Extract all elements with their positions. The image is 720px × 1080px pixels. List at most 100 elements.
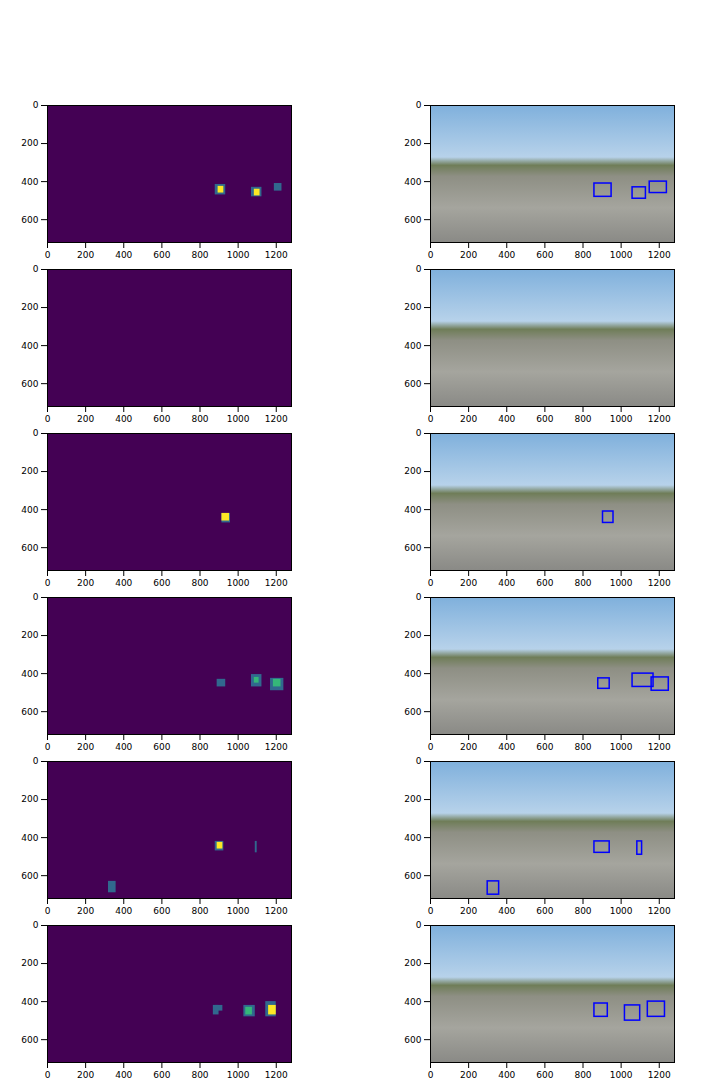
svg-text:400: 400 — [21, 340, 38, 350]
svg-text:0: 0 — [33, 920, 39, 930]
svg-text:0: 0 — [428, 1070, 434, 1080]
svg-text:400: 400 — [115, 1070, 132, 1080]
svg-text:600: 600 — [153, 1070, 170, 1080]
svg-text:0: 0 — [45, 250, 51, 260]
svg-text:400: 400 — [498, 1070, 515, 1080]
svg-text:1200: 1200 — [265, 742, 288, 752]
svg-text:0: 0 — [416, 264, 422, 274]
svg-text:400: 400 — [498, 742, 515, 752]
svg-text:0: 0 — [45, 414, 51, 424]
svg-text:400: 400 — [115, 906, 132, 916]
svg-text:200: 200 — [460, 578, 477, 588]
svg-text:200: 200 — [460, 414, 477, 424]
svg-text:1200: 1200 — [648, 742, 671, 752]
svg-text:0: 0 — [416, 428, 422, 438]
svg-text:1200: 1200 — [648, 414, 671, 424]
svg-text:800: 800 — [191, 1070, 208, 1080]
svg-text:1200: 1200 — [265, 1070, 288, 1080]
svg-text:0: 0 — [428, 906, 434, 916]
svg-text:400: 400 — [115, 414, 132, 424]
svg-text:0: 0 — [416, 756, 422, 766]
svg-text:200: 200 — [21, 794, 38, 804]
svg-text:1000: 1000 — [610, 742, 633, 752]
svg-text:0: 0 — [416, 592, 422, 602]
svg-text:600: 600 — [536, 578, 553, 588]
svg-text:600: 600 — [153, 578, 170, 588]
svg-text:600: 600 — [404, 707, 421, 717]
svg-text:0: 0 — [428, 250, 434, 260]
svg-text:1000: 1000 — [227, 742, 250, 752]
svg-text:0: 0 — [33, 264, 39, 274]
svg-text:800: 800 — [574, 578, 591, 588]
svg-text:200: 200 — [460, 742, 477, 752]
svg-text:200: 200 — [77, 578, 94, 588]
svg-text:600: 600 — [21, 379, 38, 389]
svg-text:1000: 1000 — [610, 578, 633, 588]
svg-text:400: 400 — [404, 176, 421, 186]
svg-text:800: 800 — [191, 742, 208, 752]
svg-text:400: 400 — [498, 906, 515, 916]
svg-text:200: 200 — [77, 906, 94, 916]
svg-text:200: 200 — [404, 302, 421, 312]
svg-text:600: 600 — [21, 543, 38, 553]
svg-text:600: 600 — [536, 906, 553, 916]
svg-text:1200: 1200 — [648, 906, 671, 916]
svg-text:800: 800 — [574, 414, 591, 424]
svg-text:1200: 1200 — [265, 906, 288, 916]
svg-text:200: 200 — [404, 630, 421, 640]
svg-text:800: 800 — [574, 1070, 591, 1080]
svg-text:200: 200 — [460, 250, 477, 260]
svg-text:1200: 1200 — [265, 250, 288, 260]
svg-text:200: 200 — [404, 138, 421, 148]
svg-text:0: 0 — [33, 592, 39, 602]
svg-text:400: 400 — [498, 578, 515, 588]
svg-text:1000: 1000 — [227, 578, 250, 588]
svg-text:0: 0 — [416, 920, 422, 930]
svg-text:200: 200 — [21, 958, 38, 968]
svg-text:0: 0 — [428, 578, 434, 588]
svg-text:600: 600 — [153, 250, 170, 260]
svg-text:0: 0 — [45, 578, 51, 588]
svg-text:0: 0 — [33, 756, 39, 766]
svg-text:400: 400 — [115, 742, 132, 752]
svg-text:600: 600 — [21, 215, 38, 225]
svg-text:400: 400 — [498, 414, 515, 424]
svg-text:200: 200 — [404, 958, 421, 968]
svg-text:600: 600 — [404, 871, 421, 881]
svg-text:1000: 1000 — [610, 414, 633, 424]
svg-text:200: 200 — [21, 302, 38, 312]
svg-text:200: 200 — [460, 906, 477, 916]
svg-text:600: 600 — [404, 379, 421, 389]
svg-text:200: 200 — [404, 466, 421, 476]
svg-text:400: 400 — [21, 504, 38, 514]
svg-text:400: 400 — [404, 504, 421, 514]
svg-text:400: 400 — [21, 176, 38, 186]
svg-text:200: 200 — [460, 1070, 477, 1080]
svg-text:200: 200 — [77, 1070, 94, 1080]
svg-text:0: 0 — [33, 428, 39, 438]
svg-text:1200: 1200 — [648, 578, 671, 588]
svg-text:600: 600 — [404, 215, 421, 225]
svg-text:400: 400 — [21, 832, 38, 842]
svg-text:600: 600 — [536, 250, 553, 260]
svg-text:600: 600 — [153, 414, 170, 424]
svg-text:400: 400 — [115, 250, 132, 260]
svg-text:200: 200 — [404, 794, 421, 804]
svg-text:600: 600 — [404, 1035, 421, 1045]
svg-text:200: 200 — [21, 466, 38, 476]
svg-text:800: 800 — [574, 742, 591, 752]
svg-text:400: 400 — [404, 996, 421, 1006]
svg-text:200: 200 — [77, 250, 94, 260]
svg-text:0: 0 — [33, 100, 39, 110]
svg-text:1000: 1000 — [227, 1070, 250, 1080]
svg-text:600: 600 — [536, 742, 553, 752]
svg-text:1000: 1000 — [227, 250, 250, 260]
svg-text:400: 400 — [21, 996, 38, 1006]
svg-text:600: 600 — [404, 543, 421, 553]
svg-text:600: 600 — [21, 871, 38, 881]
svg-text:0: 0 — [416, 100, 422, 110]
svg-text:1000: 1000 — [610, 906, 633, 916]
svg-text:600: 600 — [153, 742, 170, 752]
svg-text:200: 200 — [77, 414, 94, 424]
svg-text:1200: 1200 — [265, 414, 288, 424]
